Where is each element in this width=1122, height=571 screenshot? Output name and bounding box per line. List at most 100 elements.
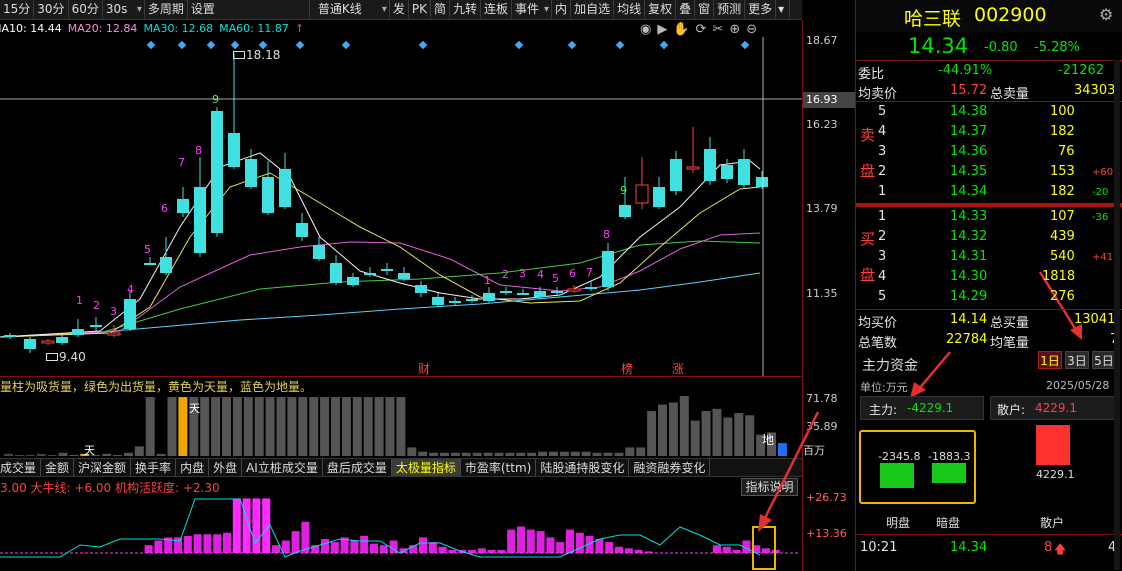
refresh-icon[interactable]: ⟳	[695, 22, 707, 37]
indicator-bar	[379, 545, 388, 553]
volume-bar	[287, 397, 297, 456]
more-button[interactable]: 更多	[745, 0, 777, 19]
tab-taiji[interactable]: 太极量指标	[391, 459, 461, 476]
adjust-button[interactable]: 复权	[645, 0, 677, 19]
indicator-bar	[223, 532, 231, 553]
kline-chart[interactable]	[0, 37, 802, 377]
volume-bar	[701, 411, 711, 456]
play-icon[interactable]: ▶	[657, 22, 668, 37]
avg-sell-row: 均卖价 15.72 总卖量 34303	[858, 83, 1116, 102]
add-watchlist-button[interactable]: 加自选	[571, 0, 615, 19]
kline-type-dropdown[interactable]: 普通K线	[310, 0, 390, 19]
period-30s-dropdown[interactable]: 30s	[103, 0, 145, 19]
settings-button[interactable]: 设置	[188, 0, 310, 19]
sell-level-4[interactable]: 4 14.37 182	[878, 124, 1075, 139]
buy-level-3[interactable]: 3 14.31 540 +41	[878, 249, 1114, 264]
indicator-bar	[566, 529, 574, 553]
volume-bar	[222, 397, 231, 456]
sell-level-2[interactable]: 2 14.35 153 +60	[878, 164, 1114, 179]
window-button[interactable]: 窗	[695, 0, 715, 19]
price-axis-tick: 13.79	[806, 202, 838, 215]
event-dropdown[interactable]: 事件	[512, 0, 553, 19]
indicator-help-button[interactable]: 指标说明	[741, 478, 798, 496]
ma20-value: MA20: 12.84	[67, 22, 138, 35]
candle	[619, 177, 631, 219]
sell-level-5[interactable]: 5 14.38 100	[878, 104, 1075, 119]
volume-bar	[516, 452, 526, 456]
ming-bar	[880, 463, 914, 488]
buy-level-4[interactable]: 4 14.30 1818	[878, 269, 1076, 284]
period-60min-tab[interactable]: 60分	[69, 0, 103, 19]
simple-button[interactable]: 简	[431, 0, 450, 19]
inner-button[interactable]: 内	[552, 0, 572, 19]
sell-level-3[interactable]: 3 14.36 76	[878, 144, 1075, 159]
candle	[262, 161, 274, 215]
multi-period-button[interactable]: 多周期	[145, 0, 188, 19]
finance-marker[interactable]: 财	[418, 362, 431, 376]
buy-level-5[interactable]: 5 14.29 276	[878, 289, 1075, 304]
crosshair-price-label: 16.93	[803, 92, 855, 108]
capital-unit: 单位:万元	[860, 381, 908, 394]
candles	[4, 53, 768, 353]
buy-level-2[interactable]: 2 14.32 439	[878, 229, 1075, 244]
ma60-line	[0, 272, 761, 338]
tab-amount[interactable]: 金额	[41, 459, 75, 476]
zoom-out-icon[interactable]: ⊖	[746, 22, 758, 37]
scissors-icon[interactable]: ✂	[712, 22, 724, 37]
limit-up-button[interactable]: 连板	[481, 0, 513, 19]
indicator-bar	[605, 542, 614, 553]
candle	[415, 281, 427, 297]
tab-volume[interactable]: 成交量	[0, 459, 42, 476]
pk-button[interactable]: PK	[409, 0, 431, 19]
indicator-axis-tick: +13.36	[806, 527, 847, 540]
tab-pe[interactable]: 市盈率(ttm)	[461, 459, 537, 476]
indicator-bar	[281, 540, 290, 553]
tab-turnover[interactable]: 换手率	[131, 459, 177, 476]
billboard-marker[interactable]: 榜	[621, 362, 634, 376]
candle	[144, 257, 156, 265]
period-15min-tab[interactable]: 15分	[0, 0, 35, 19]
publish-button[interactable]: 发	[390, 0, 409, 19]
main-force-box: 主力: -4229.1	[860, 396, 984, 420]
candle	[296, 213, 308, 241]
volume-chart[interactable]	[0, 392, 802, 458]
indicator-tabs: 成交量 金额 沪深金额 换手率 内盘 外盘 AI立桩成交量 盘后成交量 太极量指…	[0, 458, 802, 477]
volume-bar	[265, 397, 275, 456]
period-30min-tab[interactable]: 30分	[34, 0, 69, 19]
nine-turn-button[interactable]: 九转	[450, 0, 482, 19]
ma-up-arrow-icon: ↑	[294, 22, 305, 35]
eye-icon[interactable]: ◉	[640, 22, 652, 37]
tab-after-hours[interactable]: 盘后成交量	[323, 459, 392, 476]
forecast-button[interactable]: 预测	[714, 0, 746, 19]
scrollbar[interactable]	[1114, 60, 1120, 570]
volume-bar	[570, 451, 580, 456]
period-5d-tab[interactable]: 5日	[1092, 351, 1116, 369]
indicator-chart[interactable]	[0, 495, 802, 571]
buy-level-1[interactable]: 1 14.33 107 -36	[878, 209, 1109, 224]
candle	[347, 273, 359, 287]
tab-inner[interactable]: 内盘	[176, 459, 210, 476]
overlay-button[interactable]: 叠	[676, 0, 696, 19]
ma-button[interactable]: 均线	[614, 0, 646, 19]
candle	[738, 149, 750, 189]
tab-hk-connect[interactable]: 陆股通持股变化	[536, 459, 630, 476]
activity-line	[0, 498, 761, 558]
price-change-pct: -5.28%	[1034, 40, 1080, 55]
ma60-value: MA60: 11.87	[219, 22, 289, 35]
tab-outer[interactable]: 外盘	[209, 459, 243, 476]
period-1d-tab[interactable]: 1日	[1038, 351, 1062, 369]
hand-icon[interactable]: ✋	[673, 22, 690, 37]
candle	[330, 255, 342, 285]
tab-ai-volume[interactable]: AI立桩成交量	[242, 459, 323, 476]
volume-bar	[167, 397, 177, 456]
limit-up-marker[interactable]: 涨	[672, 362, 685, 376]
price-row: 14.34 -0.80 -5.28%	[856, 32, 1122, 60]
sell-level-1[interactable]: 1 14.34 182 -20	[878, 184, 1109, 199]
capital-period-tabs: 1日 3日 5日	[1038, 351, 1116, 369]
gear-icon[interactable]: ⚙	[1099, 5, 1114, 24]
zoom-in-icon[interactable]: ⊕	[729, 22, 741, 37]
tab-hs-amount[interactable]: 沪深金额	[74, 459, 132, 476]
tab-margin[interactable]: 融资融券变化	[629, 459, 711, 476]
period-3d-tab[interactable]: 3日	[1065, 351, 1089, 369]
toolbar-dropdown-icon[interactable]: ▾	[776, 0, 791, 19]
